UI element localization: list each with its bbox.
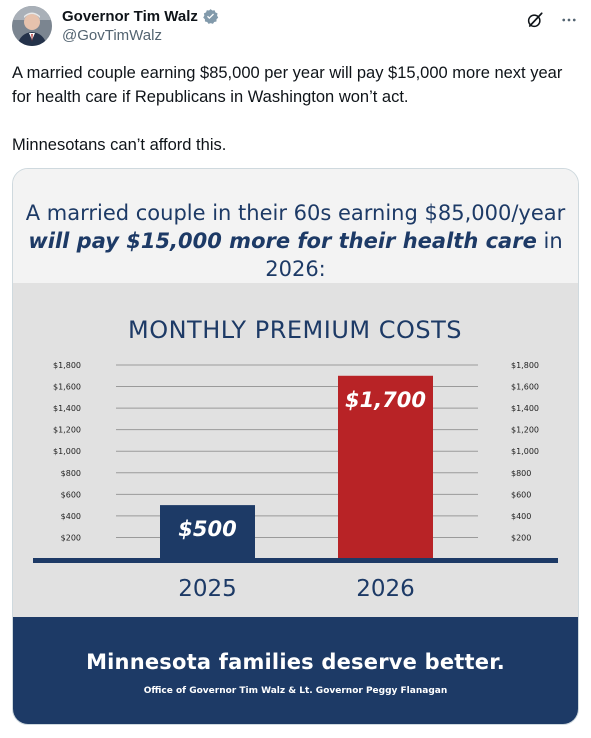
y-tick-label-right: $1,400 [511, 404, 539, 413]
y-tick-label-right: $400 [511, 512, 531, 521]
tweet-text-line: A married couple earning $85,000 per yea… [12, 64, 563, 106]
y-tick-label-right: $600 [511, 490, 531, 499]
avatar-image [12, 6, 52, 46]
y-tick-label-left: $1,800 [53, 361, 81, 370]
footer-title: Minnesota families deserve better. [86, 650, 505, 674]
y-tick-label-left: $1,600 [53, 383, 81, 392]
bar-data-label: $500 [178, 517, 236, 541]
tweet-media-image[interactable]: A married couple in their 60s earning $8… [12, 168, 579, 725]
graphic-headline: A married couple in their 60s earning $8… [13, 199, 578, 283]
headline-emphasis: will pay $15,000 more for their health c… [28, 229, 537, 253]
handle[interactable]: @GovTimWalz [62, 27, 162, 44]
y-tick-label-right: $800 [511, 469, 531, 478]
y-tick-label-right: $1,200 [511, 426, 539, 435]
name-row: Governor Tim Walz [62, 8, 219, 25]
headline-rest: in 2026: [265, 229, 563, 281]
bar-data-label: $1,700 [345, 388, 426, 412]
x-category-label: 2025 [178, 576, 237, 602]
y-tick-label-left: $800 [61, 469, 81, 478]
header-actions [525, 10, 579, 30]
y-tick-label-left: $1,000 [53, 447, 81, 456]
graphic-footer: Minnesota families deserve better. Offic… [13, 617, 578, 724]
grok-icon[interactable] [525, 10, 545, 30]
display-name[interactable]: Governor Tim Walz [62, 8, 198, 25]
footer-credit: Office of Governor Tim Walz & Lt. Govern… [143, 686, 448, 696]
tweet-text-line: Minnesotans can’t afford this. [12, 136, 227, 154]
chart-title: MONTHLY PREMIUM COSTS [128, 316, 462, 344]
y-tick-label-left: $1,400 [53, 404, 81, 413]
y-tick-label-left: $200 [61, 533, 81, 542]
headline-line-1: A married couple in their 60s earning $8… [25, 201, 566, 225]
y-tick-label-left: $400 [61, 512, 81, 521]
bar-2026 [338, 375, 433, 559]
premium-bar-chart: MONTHLY PREMIUM COSTS $200 $200 $400 $400 $60… [33, 316, 558, 602]
verified-badge-icon [202, 8, 219, 25]
y-tick-label-left: $600 [61, 490, 81, 499]
avatar[interactable] [12, 6, 52, 46]
chart-panel: MONTHLY PREMIUM COSTS $200 $200 $400 $400 $60… [13, 283, 578, 617]
author-block: Governor Tim Walz @GovTimWalz [62, 8, 219, 44]
bar-2025 [160, 505, 255, 559]
tweet-header: Governor Tim Walz @GovTimWalz [12, 6, 579, 50]
headline-line-2: will pay $15,000 more for their health c… [13, 227, 578, 283]
y-tick-label-right: $200 [511, 533, 531, 542]
y-tick-label-right: $1,600 [511, 383, 539, 392]
y-tick-label-right: $1,800 [511, 361, 539, 370]
graphic-headline-panel: A married couple in their 60s earning $8… [13, 169, 578, 283]
tweet-text: A married couple earning $85,000 per yea… [12, 61, 579, 157]
y-tick-label-right: $1,000 [511, 447, 539, 456]
x-axis-baseline [33, 558, 558, 563]
more-icon[interactable] [559, 10, 579, 30]
x-category-label: 2026 [356, 576, 415, 602]
y-tick-label-left: $1,200 [53, 426, 81, 435]
